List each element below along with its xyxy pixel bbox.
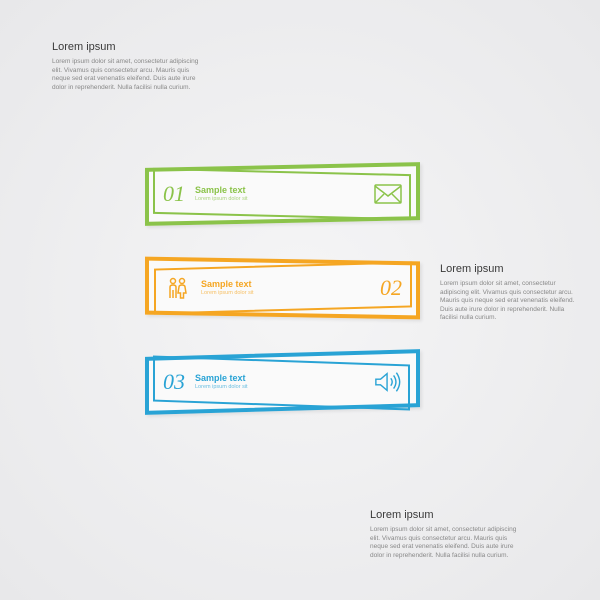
caption-title: Lorem ipsum bbox=[440, 262, 575, 276]
bar-content: 01 Sample text Lorem ipsum dolor sit bbox=[145, 165, 420, 223]
caption-body: Lorem ipsum dolor sit amet, consectetur … bbox=[52, 58, 207, 92]
step-number: 01 bbox=[163, 181, 185, 207]
envelope-icon bbox=[374, 183, 402, 205]
bar-2: Sample text Lorem ipsum dolor sit 02 bbox=[145, 259, 420, 317]
caption-body: Lorem ipsum dolor sit amet, consectetur … bbox=[370, 526, 525, 560]
caption-body: Lorem ipsum dolor sit amet, consectetur … bbox=[440, 280, 575, 322]
bar-content: Sample text Lorem ipsum dolor sit 02 bbox=[145, 259, 420, 317]
caption-top: Lorem ipsum Lorem ipsum dolor sit amet, … bbox=[52, 40, 207, 92]
step-text: Sample text Lorem ipsum dolor sit bbox=[195, 374, 248, 391]
step-text: Sample text Lorem ipsum dolor sit bbox=[201, 280, 254, 297]
step-number: 02 bbox=[380, 275, 402, 301]
infographic-bars: 01 Sample text Lorem ipsum dolor sit bbox=[145, 165, 420, 447]
bar-1: 01 Sample text Lorem ipsum dolor sit bbox=[145, 165, 420, 223]
step-text: Sample text Lorem ipsum dolor sit bbox=[195, 186, 248, 203]
caption-bot: Lorem ipsum Lorem ipsum dolor sit amet, … bbox=[370, 508, 525, 560]
step-lorem: Lorem ipsum dolor sit bbox=[195, 385, 248, 391]
caption-mid: Lorem ipsum Lorem ipsum dolor sit amet, … bbox=[440, 262, 575, 322]
step-sample: Sample text bbox=[195, 374, 248, 383]
step-lorem: Lorem ipsum dolor sit bbox=[201, 291, 254, 297]
bar-3: 03 Sample text Lorem ipsum dolor sit bbox=[145, 353, 420, 411]
bar-content: 03 Sample text Lorem ipsum dolor sit bbox=[145, 353, 420, 411]
step-number: 03 bbox=[163, 369, 185, 395]
caption-title: Lorem ipsum bbox=[52, 40, 207, 54]
people-icon bbox=[163, 277, 191, 299]
speaker-icon bbox=[374, 371, 402, 393]
step-lorem: Lorem ipsum dolor sit bbox=[195, 197, 248, 203]
step-sample: Sample text bbox=[195, 186, 248, 195]
step-sample: Sample text bbox=[201, 280, 254, 289]
caption-title: Lorem ipsum bbox=[370, 508, 525, 522]
